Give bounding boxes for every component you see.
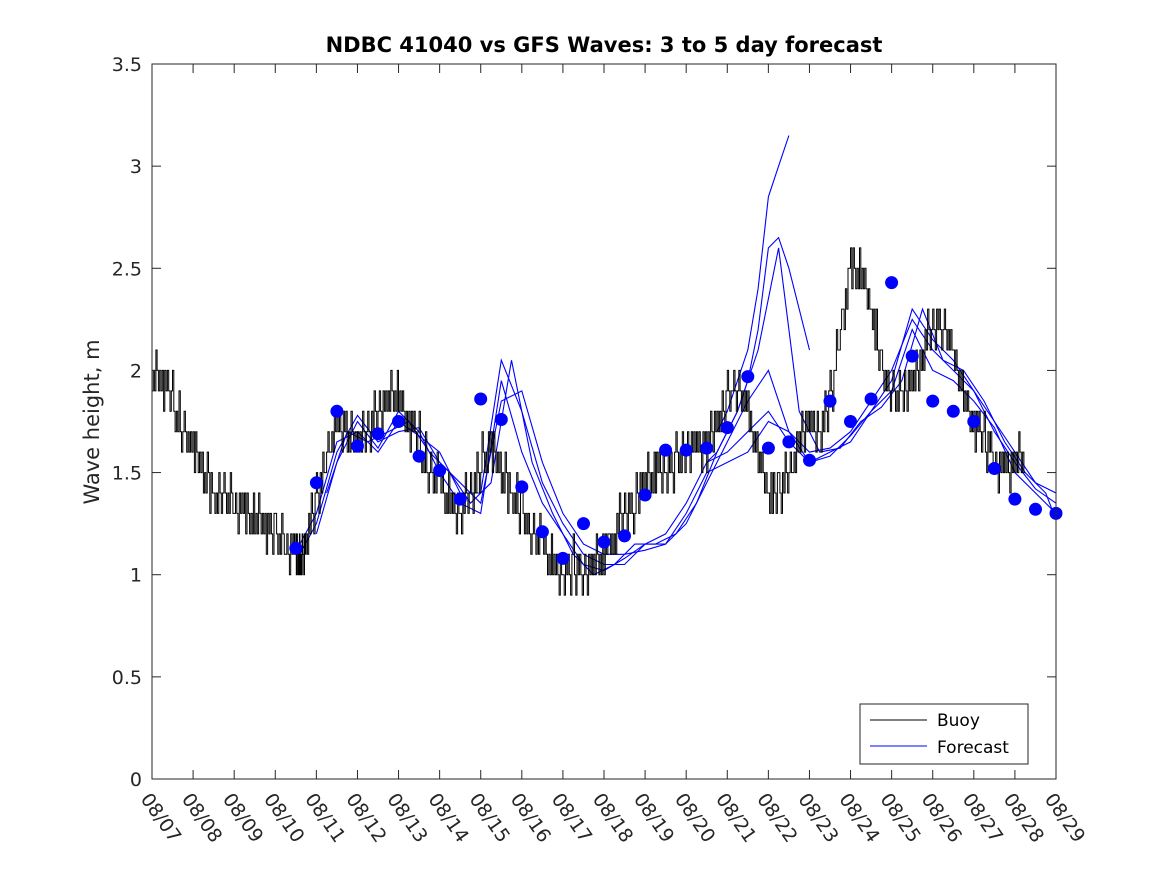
x-tick-label: 08/21 [711,789,760,846]
forecast-point [885,276,899,290]
forecast-point [330,404,344,418]
x-tick-label: 08/20 [670,789,719,846]
forecast-point [659,443,673,457]
y-tick-label: 3.5 [112,54,142,76]
forecast-point [803,453,816,467]
forecast-point [474,392,488,406]
buoy-line [152,247,1026,596]
forecast-point [412,449,426,463]
forecast-point [761,441,775,455]
forecast-point [556,551,570,565]
x-tick-label: 08/11 [300,789,349,846]
buoy-line-group [152,247,1026,596]
forecast-point [392,415,405,428]
x-tick-label: 08/15 [465,789,514,846]
forecast-point [597,535,611,549]
forecast-point [679,443,693,457]
forecast-point [905,349,919,363]
x-tick-label: 08/10 [259,789,308,846]
y-tick-label: 2 [130,360,142,382]
forecast-point [700,441,714,455]
forecast-point [638,488,652,502]
plot-background [152,64,1056,779]
chart-title: NDBC 41040 vs GFS Waves: 3 to 5 day fore… [326,33,883,57]
x-tick-label: 08/16 [506,789,555,846]
x-tick-label: 08/26 [917,789,966,846]
forecast-point [823,394,837,408]
forecast-point [1008,492,1022,506]
forecast-line [716,135,790,432]
x-tick-label: 08/29 [1040,789,1089,846]
y-tick-label: 1.5 [112,463,142,485]
y-axis: 0 0.5 1 1.5 2 2.5 3 3.5 [112,54,1056,791]
y-axis-label: Wave height, m [80,339,104,504]
x-tick-label: 08/19 [629,789,678,846]
forecast-point [741,370,755,384]
forecast-point [967,415,981,428]
forecast-point [782,435,796,449]
forecast-point [289,541,303,555]
y-tick-label: 0 [130,769,142,791]
x-tick-label: 08/07 [136,789,185,846]
forecast-point [535,525,549,539]
x-tick-label: 08/17 [547,789,596,846]
forecast-point [618,529,631,543]
y-tick-label: 2.5 [112,258,142,280]
x-tick-label: 08/24 [834,789,883,846]
x-tick-label: 08/22 [752,789,801,846]
forecast-point [926,394,940,408]
x-tick-label: 08/18 [588,789,637,846]
forecast-point [1029,502,1042,516]
x-tick-label: 08/09 [218,789,267,846]
legend-box [859,703,1029,765]
forecast-line [299,318,1057,555]
x-tick-label: 08/27 [958,789,1007,846]
forecast-points [289,276,1063,565]
x-tick-label: 08/28 [999,789,1048,846]
x-tick-label: 08/23 [793,789,842,846]
y-tick-label: 0.5 [112,667,142,689]
forecast-point [946,404,960,418]
x-tick-label: 08/13 [382,789,431,846]
forecast-point [864,392,878,406]
forecast-point [515,480,529,494]
x-tick-label: 08/14 [424,789,473,846]
y-tick-label: 1 [130,565,142,587]
forecast-point [371,427,385,441]
x-tick-label: 08/12 [341,789,390,846]
forecast-line [706,236,811,463]
forecast-point [987,462,1001,475]
forecast-point [844,415,857,428]
forecast-point [433,464,447,477]
forecast-point [577,517,590,531]
forecast-point [453,492,467,506]
x-tick-label: 08/25 [876,789,925,846]
forecast-point [720,421,734,435]
forecast-point [309,476,323,490]
x-tick-label: 08/08 [177,789,226,846]
legend-forecast-label: Forecast [937,738,1009,758]
y-tick-label: 3 [130,156,142,178]
forecast-point [494,413,508,426]
forecast-point [351,439,364,453]
legend-buoy-label: Buoy [937,711,980,731]
legend: Buoy Forecast [859,703,1029,765]
